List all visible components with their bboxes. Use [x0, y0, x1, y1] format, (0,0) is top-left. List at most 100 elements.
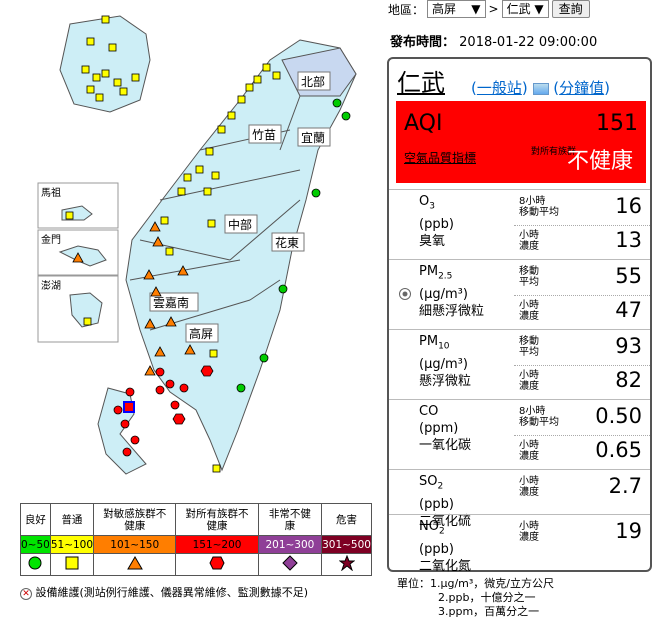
legend-range-good: 0~50: [20, 535, 51, 554]
query-button[interactable]: 查詢: [551, 0, 590, 18]
pollutant-symbol: SO2: [419, 474, 444, 492]
reading-primary-value: 0.50: [595, 404, 642, 428]
reading-secondary-label: 小時 濃度: [519, 230, 539, 252]
pollutant-unit: (μg/m³): [419, 286, 468, 302]
pollutant-name: O3 (ppb) 臭氧: [419, 193, 454, 250]
reading-secondary-value: 0.65: [595, 438, 642, 462]
island-penghu[interactable]: 澎湖: [41, 280, 61, 292]
reading-primary-value: 2.7: [608, 474, 642, 498]
aqi-status: 不健康: [567, 149, 634, 174]
region-yunchianan[interactable]: 雲嘉南: [153, 295, 189, 310]
reading-primary-label: 小時 濃度: [519, 521, 539, 543]
unit-line-2: 2.ppb，十億分之一: [438, 591, 536, 604]
publish-time-value: 2018-01-22 09:00:00: [459, 35, 598, 50]
units-note: 單位：1.μg/m³，微克/立方公尺 2.ppb，十億分之一 3.ppm，百萬分…: [397, 577, 554, 619]
reading-primary-value: 93: [615, 334, 642, 358]
region-yilan[interactable]: 宜蘭: [301, 130, 325, 145]
unit-line-1: 單位：1.μg/m³，微克/立方公尺: [397, 577, 555, 590]
island-kinmen[interactable]: 金門: [41, 233, 61, 246]
station-markers-unhealthy[interactable]: [113, 365, 214, 457]
pollutant-chinese-name: 二氧化氮: [419, 558, 472, 574]
reading-primary-value: 16: [615, 194, 642, 218]
station-select[interactable]: 仁武 ▼: [501, 0, 549, 18]
region-select[interactable]: 高屏 ▼: [427, 0, 486, 18]
selector-separator: >: [488, 2, 499, 16]
reading-primary-value: 55: [615, 264, 642, 288]
pollutant-symbol: NO2: [419, 519, 445, 537]
publish-time: 發布時間： 2018-01-22 09:00:00: [390, 31, 597, 50]
station-links: (一般站) (分鐘值): [471, 79, 610, 97]
pm25-radio[interactable]: [399, 288, 411, 300]
pollutant-chinese-name: 懸浮微粒: [419, 373, 472, 389]
reading-secondary-label: 小時 濃度: [519, 300, 539, 322]
pollutant-row: PM10 (μg/m³) 懸浮微粒 移動 平均 93 小時 濃度 82: [389, 329, 650, 399]
station-name: 仁武: [397, 69, 445, 97]
pollutant-row: CO (ppm) 一氧化碳 8小時 移動平均 0.50 小時 濃度 0.65: [389, 399, 650, 469]
region-huadong[interactable]: 花東: [275, 235, 299, 250]
legend-range-unhealthy: 151~200: [175, 535, 259, 554]
reading-secondary-label: 小時 濃度: [519, 370, 539, 392]
station-panel: 仁武 (一般站) (分鐘值) AQI 151 空氣品質指標 對所有族群 不健康 …: [387, 57, 652, 575]
pollutant-chinese-name: 一氧化碳: [419, 438, 472, 453]
pollutant-unit: (ppb): [419, 541, 454, 557]
station-markers-sensitive[interactable]: [72, 221, 196, 376]
maintenance-text: 設備維護(測站例行維護、儀器異常維修、監測數據不足): [35, 586, 309, 599]
station-select-value: 仁武: [506, 2, 531, 16]
station-markers-good[interactable]: [236, 98, 351, 393]
reading-primary-label: 小時 濃度: [519, 476, 539, 498]
reading-primary-label: 移動 平均: [519, 266, 539, 288]
taiwan-mainland: [125, 39, 357, 472]
region-central[interactable]: 中部: [228, 217, 252, 232]
publish-label: 發布時間：: [390, 35, 456, 50]
minute-value-link[interactable]: 分鐘值: [559, 79, 605, 97]
legend-range-sensitive: 101~150: [93, 535, 177, 554]
legend-header-good: 良好: [20, 503, 51, 536]
pollutant-symbol: PM10: [419, 334, 450, 352]
taiwan-aqi-map[interactable]: 北部 竹苗 宜蘭 中部 花東 雲嘉南 高屏 馬祖 金門 澎湖: [0, 0, 385, 490]
pollutant-chinese-name: 臭氧: [419, 233, 446, 249]
legend-diamond-icon: [282, 555, 298, 571]
region-miaoli[interactable]: 竹苗: [252, 128, 276, 142]
station-type-link[interactable]: 一般站: [476, 79, 522, 97]
legend-header-hazardous: 危害: [321, 503, 372, 536]
aqi-value: 151: [596, 111, 638, 136]
reading-primary-label: 移動 平均: [519, 336, 539, 358]
pollutant-unit: (ppm): [419, 421, 459, 436]
region-kaoping[interactable]: 高屏: [189, 326, 213, 341]
station-selector: 地區： 高屏 ▼ > 仁武 ▼ 查詢: [388, 0, 590, 18]
selected-station-marker[interactable]: [123, 401, 135, 413]
pollutant-row: PM2.5 (μg/m³) 細懸浮微粒 移動 平均 55 小時 濃度 47: [389, 259, 650, 329]
pollutant-unit: (μg/m³): [419, 356, 468, 372]
maintenance-note: ✕ 設備維護(測站例行維護、儀器異常維修、監測數據不足): [20, 584, 308, 600]
reading-divider: [514, 225, 650, 226]
region-north[interactable]: 北部: [301, 74, 325, 89]
legend-header-moderate: 普通: [49, 503, 95, 536]
legend-triangle-icon: [126, 556, 143, 570]
reading-primary-value: 19: [615, 519, 642, 543]
aqi-sensitive-label: 對所有族群: [531, 147, 577, 157]
maintenance-icon: ✕: [20, 588, 32, 600]
legend-header-very-unhealthy: 非常不健康: [257, 503, 323, 536]
chart-icon[interactable]: [532, 82, 549, 95]
region-label: 地區：: [388, 2, 425, 17]
legend-range-moderate: 51~100: [49, 535, 95, 554]
unit-line-3: 3.ppm，百萬分之一: [438, 605, 540, 618]
legend-range-very-unhealthy: 201~300: [257, 535, 323, 554]
pollutant-name: NO2 (ppb) 二氧化氮: [419, 518, 471, 575]
legend-square-icon: [65, 556, 79, 570]
legend-header-unhealthy: 對所有族群不健康: [175, 503, 259, 536]
station-markers-moderate[interactable]: [65, 15, 281, 473]
pollutant-row: SO2 (ppb) 二氧化硫 小時 濃度 2.7: [389, 469, 650, 529]
pollutant-name: PM2.5 (μg/m³) 細懸浮微粒: [419, 263, 484, 320]
pollutant-row: O3 (ppb) 臭氧 8小時 移動平均 16 小時 濃度 13: [389, 189, 650, 259]
reading-primary-label: 8小時 移動平均: [519, 196, 559, 218]
pollutant-symbol: O3: [419, 194, 435, 212]
reading-secondary-label: 小時 濃度: [519, 440, 539, 462]
legend-star-icon: [338, 554, 356, 572]
pollutant-chinese-name: 細懸浮微粒: [419, 303, 485, 319]
aqi-index-label[interactable]: 空氣品質指標: [404, 151, 477, 165]
reading-divider: [514, 435, 650, 436]
reading-divider: [514, 365, 650, 366]
pollutant-unit: (ppb): [419, 216, 454, 232]
island-matsu[interactable]: 馬祖: [41, 186, 61, 199]
